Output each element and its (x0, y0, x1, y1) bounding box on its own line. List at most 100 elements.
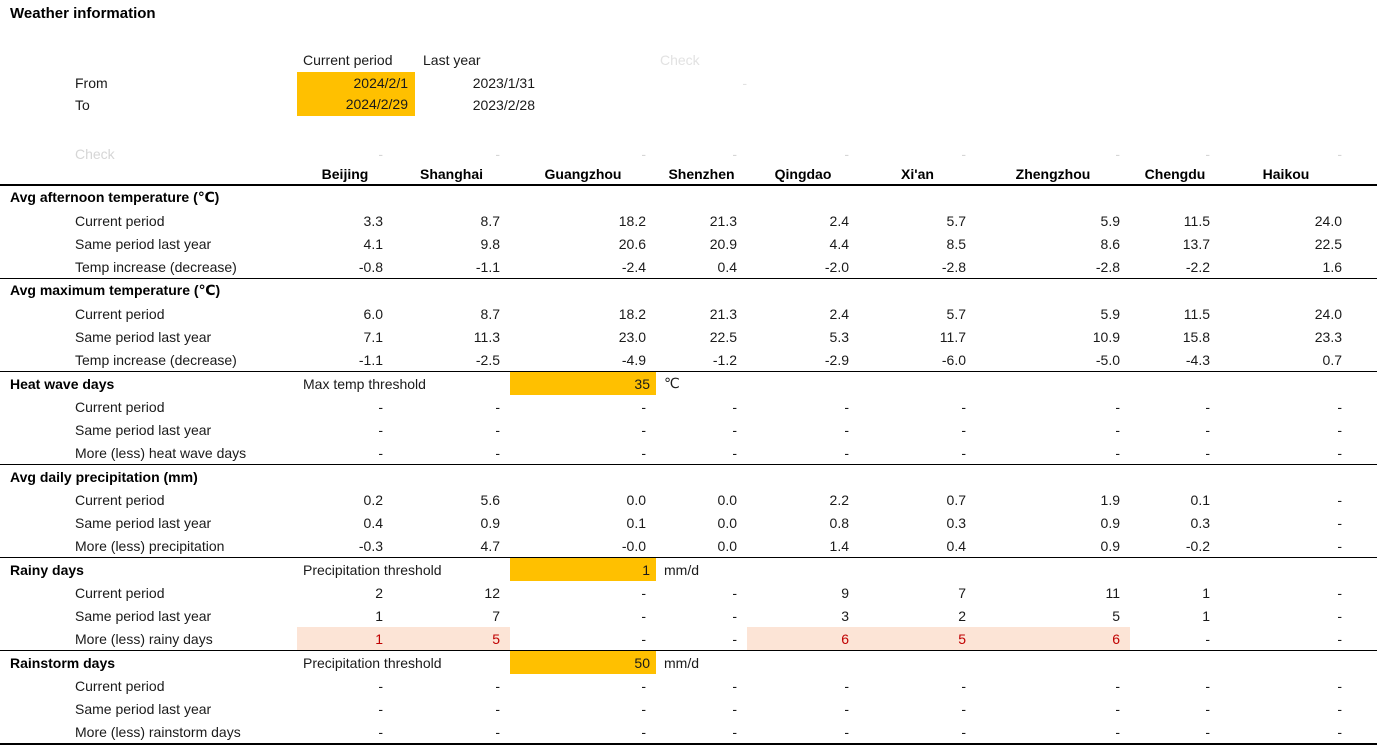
row-label: Current period (75, 491, 165, 508)
check-dash-qingdao: - (844, 145, 849, 162)
value-cell-qingdao: 2.4 (829, 305, 849, 322)
value-cell-chengdu: 11.5 (1183, 305, 1210, 322)
section-title-avg-daily-precipitation-mm: Avg daily precipitation (mm) (10, 468, 198, 485)
value-cell-chengdu: -0.2 (1130, 534, 1220, 558)
value-cell-shenzhen: 0.0 (656, 534, 747, 558)
value-cell-chengdu: - (1205, 677, 1210, 694)
value-cell-shenzhen: - (656, 627, 747, 651)
check-dash-beijing: - (378, 145, 383, 162)
value-cell-shanghai: - (495, 677, 500, 694)
table-row: Same period last year 4.1 9.8 20.6 20.9 4.4 8.… (0, 232, 1377, 255)
section-header-row: Rainy days Precipitation threshold 1 mm/d (0, 557, 1377, 581)
table-row: Same period last year 0.4 0.9 0.1 0.0 0.8 0.3 0… (0, 511, 1377, 534)
to-date-last-year: 2023/2/28 (472, 97, 535, 113)
value-cell-beijing: 7.1 (363, 328, 383, 345)
value-cell-shenzhen: - (732, 421, 737, 438)
to-row-label: To (75, 97, 90, 113)
section-header-row: Heat wave days Max temp threshold 35 ℃ (0, 371, 1377, 395)
value-cell-chengdu: 13.7 (1182, 235, 1210, 252)
value-cell-zhengzhou: -5.0 (976, 348, 1130, 372)
value-cell-qingdao: - (844, 677, 849, 694)
value-cell-beijing: 1 (375, 607, 383, 624)
check-dash-shanghai: - (495, 145, 500, 162)
column-header-shenzhen: Shenzhen (656, 164, 747, 186)
value-cell-guangzhou: - (641, 677, 646, 694)
spacer-cell (1352, 488, 1377, 511)
value-cell-shenzhen: 20.9 (709, 235, 737, 252)
spacer-cell (1352, 418, 1377, 441)
value-cell-xi-an: 8.5 (946, 235, 966, 252)
value-cell-beijing: -1.1 (297, 348, 393, 372)
value-cell-shenzhen: 22.5 (709, 328, 737, 345)
section-title-avg-maximum-temperature: Avg maximum temperature (℃) (10, 282, 221, 298)
empty-cell (747, 651, 1377, 675)
from-date-input[interactable]: 2024/2/1 (297, 72, 415, 94)
threshold-input[interactable]: 1 (510, 557, 656, 581)
threshold-unit: mm/d (664, 561, 699, 578)
to-date-input[interactable]: 2024/2/29 (297, 93, 415, 116)
value-cell-beijing: 0.4 (363, 514, 383, 531)
value-cell-guangzhou: - (641, 421, 646, 438)
row-label: More (less) rainy days (0, 627, 297, 651)
table-row: Current period - - - - - - - - - (0, 395, 1377, 418)
row-label: Same period last year (75, 514, 212, 531)
column-header-xi-an: Xi'an (859, 164, 976, 186)
check-dash-shenzhen: - (732, 145, 737, 162)
value-cell-shanghai: - (495, 421, 500, 438)
row-label: More (less) rainstorm days (0, 720, 297, 745)
value-cell-shenzhen: 0.0 (717, 491, 737, 508)
value-cell-qingdao: 3 (841, 607, 849, 624)
spacer-cell (1352, 697, 1377, 720)
threshold-input[interactable]: 50 (510, 650, 656, 674)
value-cell-shanghai: 12 (484, 584, 500, 601)
value-cell-chengdu: - (1205, 398, 1210, 415)
value-cell-chengdu: 0.1 (1190, 491, 1210, 508)
value-cell-guangzhou: 0.0 (626, 491, 646, 508)
check-dash-top: - (742, 75, 747, 91)
value-cell-shanghai: 11.3 (473, 328, 500, 345)
value-cell-qingdao: - (747, 720, 859, 745)
table-row: Current period 3.3 8.7 18.2 21.3 2.4 5.7 5.9 11.… (0, 209, 1377, 232)
value-cell-haikou: - (1220, 441, 1352, 465)
weather-table: Check - - - - - - - - - Beijing Shanghai Guangzhou Sh… (0, 143, 1377, 745)
value-cell-haikou: - (1337, 514, 1342, 531)
table-row: Current period 0.2 5.6 0.0 0.0 2.2 0.7 1.9 0.1 - (0, 488, 1377, 511)
value-cell-zhengzhou: - (976, 441, 1130, 465)
value-cell-qingdao: - (844, 421, 849, 438)
check-label-top: Check (660, 52, 700, 68)
empty-cell (297, 279, 1377, 303)
value-cell-shanghai: 8.7 (480, 305, 500, 322)
value-cell-zhengzhou: - (976, 720, 1130, 745)
section-header-row: Avg maximum temperature (℃) (0, 279, 1377, 303)
value-cell-chengdu: - (1130, 720, 1220, 745)
value-cell-haikou: 23.3 (1314, 328, 1342, 345)
table-row: More (less) precipitation -0.3 4.7 -0.0 0.0 1… (0, 534, 1377, 558)
value-cell-guangzhou: - (641, 584, 646, 601)
table-row: Temp increase (decrease) -0.8 -1.1 -2.4 0.4-… (0, 255, 1377, 279)
value-cell-qingdao: - (747, 441, 859, 465)
value-cell-shanghai: 8.7 (480, 212, 500, 229)
value-cell-shanghai: -2.5 (393, 348, 510, 372)
spacer-cell (1352, 441, 1377, 465)
section-header-row: Avg daily precipitation (mm) (0, 465, 1377, 489)
spacer-cell (1352, 209, 1377, 232)
column-header-beijing: Beijing (297, 164, 393, 186)
value-cell-zhengzhou: - (1115, 421, 1120, 438)
spacer-cell (1352, 143, 1377, 164)
value-cell-guangzhou: 23.0 (618, 328, 646, 345)
check-dash-haikou: - (1337, 145, 1342, 162)
threshold-label: Precipitation threshold (303, 561, 442, 578)
value-cell-haikou: - (1337, 491, 1342, 508)
value-cell-xi-an: - (961, 421, 966, 438)
value-cell-haikou: - (1337, 584, 1342, 601)
table-row: More (less) heat wave days - - - - - - - - - (0, 441, 1377, 465)
spacer-cell (1352, 164, 1377, 186)
row-label: Current period (75, 212, 165, 229)
value-cell-beijing: 0.2 (363, 491, 383, 508)
value-cell-chengdu: 15.8 (1182, 328, 1210, 345)
threshold-input[interactable]: 35 (510, 371, 656, 395)
column-header-chengdu: Chengdu (1130, 164, 1220, 186)
value-cell-guangzhou: -4.9 (510, 348, 656, 372)
value-cell-qingdao: 2.2 (829, 491, 849, 508)
value-cell-qingdao: -2.0 (747, 255, 859, 279)
